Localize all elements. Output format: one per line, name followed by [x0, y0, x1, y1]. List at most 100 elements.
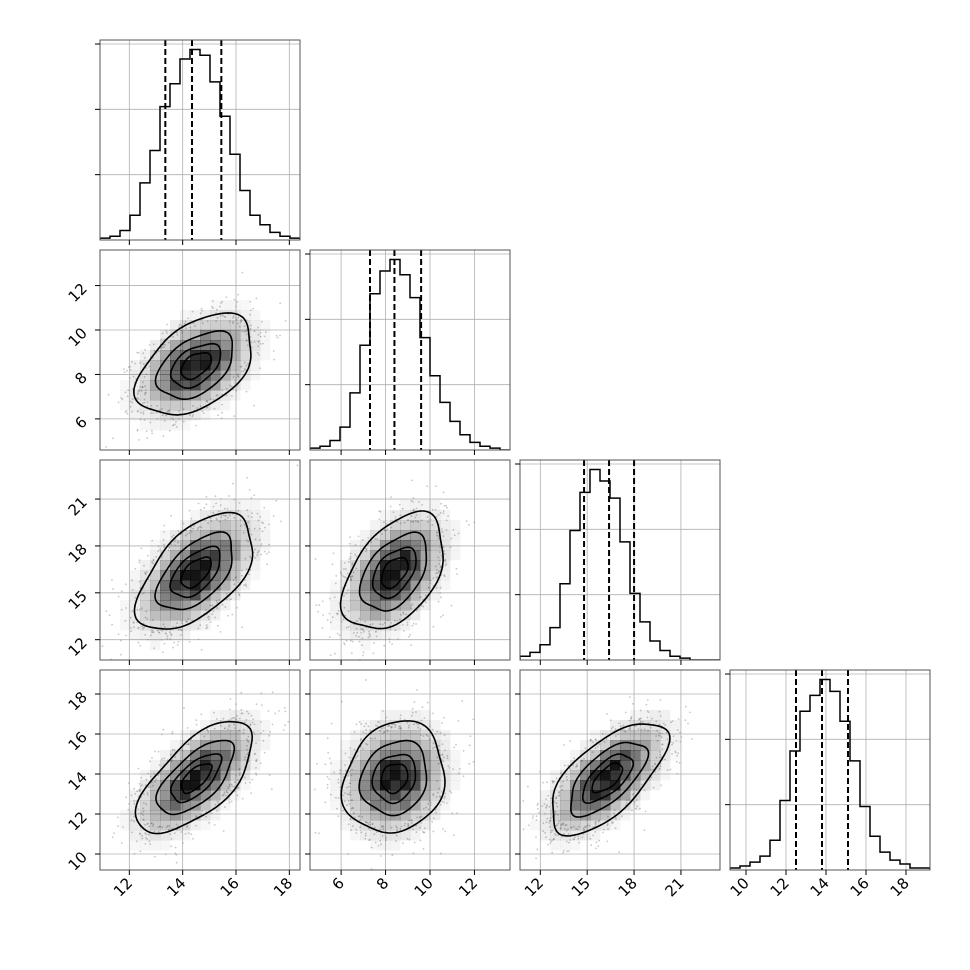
density-cell — [250, 370, 260, 380]
sample-point — [354, 553, 357, 556]
density-cell — [160, 420, 171, 431]
panel-frame — [99, 669, 301, 871]
contour-0 — [133, 511, 254, 630]
sample-point — [395, 825, 398, 827]
sample-point — [144, 823, 147, 826]
sample-point — [127, 808, 130, 811]
sample-point — [632, 702, 634, 705]
sample-point — [234, 727, 236, 729]
density-cell — [240, 530, 251, 541]
density-cell — [250, 710, 261, 721]
density-cell — [180, 630, 191, 641]
sample-point — [432, 712, 434, 715]
density-cell — [380, 520, 391, 531]
sample-point — [130, 630, 133, 633]
density-cell — [360, 630, 371, 641]
sample-point — [426, 485, 429, 488]
sample-point — [422, 807, 425, 810]
density-cell — [600, 760, 611, 771]
sample-point — [238, 717, 241, 720]
sample-point — [654, 763, 657, 766]
sample-point — [205, 503, 208, 506]
sample-point — [431, 524, 434, 526]
density-cell — [250, 720, 261, 731]
sample-point — [335, 575, 338, 577]
sample-point — [166, 637, 169, 640]
sample-point — [664, 724, 667, 726]
density-cell — [390, 530, 401, 541]
density-cell — [360, 780, 371, 791]
histogram-1 — [310, 258, 510, 450]
sample-point — [149, 760, 151, 763]
sample-point — [224, 727, 226, 730]
density-cell — [230, 330, 241, 341]
sample-point — [112, 437, 114, 440]
sample-point — [218, 599, 221, 601]
sample-point — [233, 298, 236, 301]
sample-point — [351, 562, 354, 564]
sample-point — [577, 825, 580, 828]
sample-point — [130, 819, 133, 822]
sample-point — [168, 825, 171, 827]
sample-point — [182, 522, 185, 525]
density-cell — [180, 380, 191, 391]
sample-point — [105, 610, 108, 612]
sample-point — [228, 724, 231, 727]
sample-point — [187, 743, 190, 746]
sample-point — [276, 336, 279, 339]
sample-point — [238, 768, 241, 771]
sample-point — [201, 810, 204, 812]
sample-point — [442, 828, 444, 830]
density-cell — [390, 740, 401, 751]
density-cell — [180, 350, 191, 361]
sample-point — [164, 343, 166, 346]
sample-point — [163, 419, 166, 422]
density-cell — [660, 730, 671, 741]
sample-point — [672, 742, 674, 744]
sample-point — [445, 519, 448, 522]
sample-point — [432, 577, 435, 580]
sample-point — [152, 473, 154, 475]
sample-point — [676, 729, 679, 731]
sample-point — [545, 821, 548, 824]
sample-point — [651, 765, 654, 768]
density-cell — [160, 370, 171, 381]
sample-point — [421, 706, 424, 709]
sample-point — [206, 320, 209, 323]
density-cell — [210, 520, 221, 531]
sample-point — [129, 616, 132, 619]
density-cell — [230, 790, 240, 800]
sample-point — [527, 785, 529, 788]
sample-point — [253, 330, 256, 332]
sample-point — [370, 846, 373, 849]
sample-point — [435, 811, 437, 814]
sample-point — [403, 824, 406, 827]
density-cell — [650, 780, 661, 791]
density-cell — [240, 560, 251, 571]
sample-point — [160, 556, 163, 559]
density-cell — [200, 400, 211, 411]
sample-point — [230, 598, 232, 601]
sample-point — [235, 318, 238, 321]
sample-point — [582, 829, 585, 832]
sample-point — [445, 562, 448, 565]
sample-point — [594, 738, 597, 741]
sample-point — [144, 573, 147, 576]
sample-point — [211, 306, 214, 308]
sample-point — [133, 800, 136, 802]
sample-point — [227, 787, 230, 789]
sample-point — [169, 753, 172, 756]
sample-point — [199, 312, 202, 315]
density-cell — [200, 320, 211, 331]
density-cell — [220, 750, 231, 761]
sample-point — [260, 543, 263, 545]
sample-point — [558, 791, 561, 793]
sample-point — [243, 368, 246, 370]
sample-point — [153, 855, 156, 858]
sample-point — [408, 724, 410, 727]
density-cell — [340, 590, 351, 601]
sample-point — [216, 810, 219, 812]
density-cell — [150, 830, 161, 841]
sample-point — [181, 748, 183, 751]
density-cell — [240, 330, 251, 341]
